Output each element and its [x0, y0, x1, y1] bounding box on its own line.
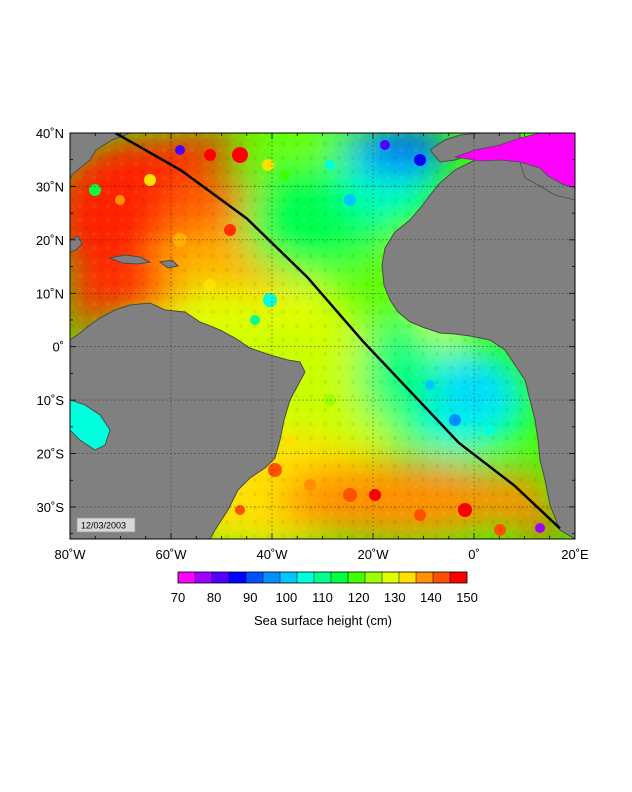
colorbar-segment: [246, 572, 264, 583]
colorbar-segment: [212, 572, 230, 583]
map-plot-area: [70, 133, 575, 539]
land-masses: [70, 133, 575, 539]
colorbar-label: 110: [312, 590, 333, 605]
longitude-labels: 80˚W 60˚W 40˚W 20˚W 0˚ 20˚E: [54, 547, 589, 562]
transect-track-line: [114, 133, 561, 530]
lat-label: 0˚: [52, 340, 64, 355]
colorbar-segment: [331, 572, 349, 583]
lon-label: 40˚W: [256, 547, 288, 562]
colorbar-frame: [177, 571, 468, 584]
lat-label: 30˚N: [36, 179, 64, 194]
colorbar-label: 120: [348, 590, 370, 605]
lat-label: 40˚N: [36, 126, 64, 141]
colorbar-segment: [280, 572, 298, 583]
colorbar-label: 100: [276, 590, 298, 605]
colorbar-caption: Sea surface height (cm): [254, 613, 392, 628]
colorbar-segment: [229, 572, 247, 583]
land-africa: [381, 156, 575, 539]
colorbar-segment: [297, 572, 315, 583]
lon-label: 0˚: [468, 547, 480, 562]
land-north-africa-coast: [519, 161, 575, 201]
colorbar-segment: [433, 572, 451, 583]
lon-label: 20˚E: [561, 547, 589, 562]
colorbar-segment: [382, 572, 400, 583]
lat-label: 20˚N: [36, 233, 64, 248]
colorbar-segment: [195, 572, 213, 583]
ssh-eddies: [89, 140, 545, 536]
colorbar-label: 130: [384, 590, 406, 605]
date-stamp-text: 12/03/2003: [81, 521, 126, 531]
lon-label: 60˚W: [155, 547, 187, 562]
lon-label: 80˚W: [54, 547, 86, 562]
date-stamp: 12/03/2003: [76, 517, 136, 533]
pacific-ocean-sliver: [70, 399, 111, 451]
colorbar-tick-labels: 70 80 90 100 110 120 130 140 150: [171, 590, 478, 605]
land-hispaniola: [158, 259, 180, 269]
colorbar-label: 150: [456, 590, 478, 605]
colorbar: [177, 571, 468, 584]
colorbar-segment: [348, 572, 366, 583]
land-cuba: [108, 254, 152, 265]
lat-label: 10˚S: [37, 393, 65, 408]
colorbar-label: 90: [243, 590, 257, 605]
latitude-labels: 40˚N 30˚N 20˚N 10˚N 0˚ 10˚S 20˚S 30˚S: [36, 126, 65, 515]
frame-ticks: [69, 132, 576, 539]
colorbar-segment: [416, 572, 434, 583]
colorbar-segment: [365, 572, 383, 583]
lon-label: 20˚W: [357, 547, 389, 562]
lat-label: 30˚S: [37, 500, 65, 515]
land-north-america: [70, 133, 131, 181]
colorbar-segment: [399, 572, 417, 583]
colorbar-label: 80: [207, 590, 221, 605]
colorbar-segment: [263, 572, 281, 583]
colorbar-label: 70: [171, 590, 185, 605]
colorbar-segment: [450, 572, 468, 583]
lat-label: 20˚S: [37, 447, 65, 462]
colorbar-segment: [314, 572, 332, 583]
lat-label: 10˚N: [36, 286, 64, 301]
colorbar-segment: [178, 572, 196, 583]
colorbar-label: 140: [420, 590, 442, 605]
